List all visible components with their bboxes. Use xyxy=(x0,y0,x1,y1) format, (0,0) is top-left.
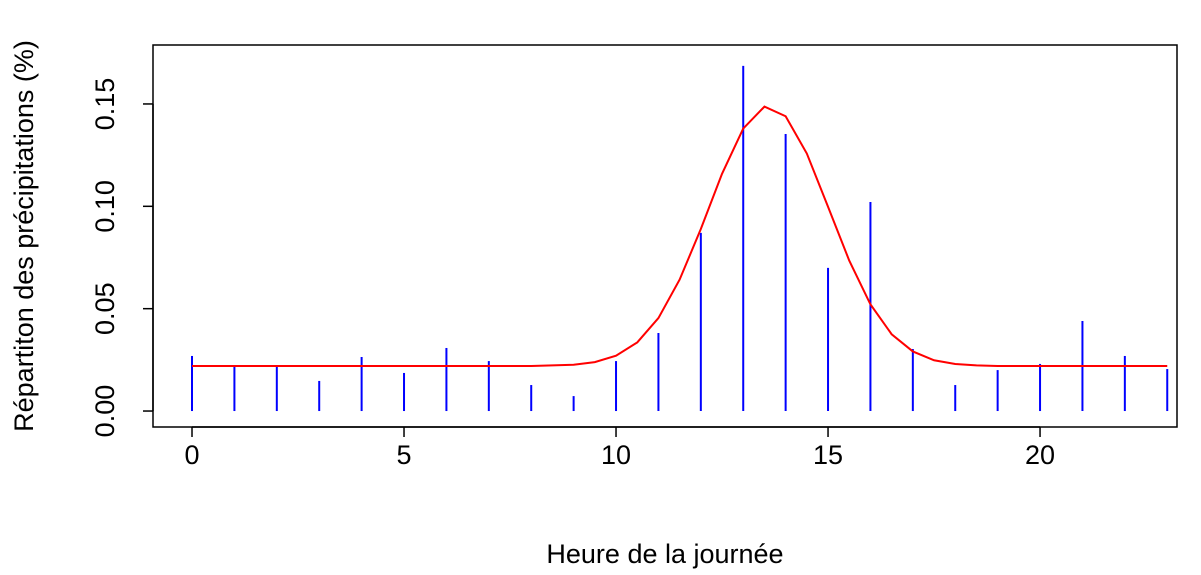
x-tick-label: 0 xyxy=(184,440,199,470)
x-tick-label: 20 xyxy=(1025,440,1055,470)
x-axis-label: Heure de la journée xyxy=(546,539,783,569)
x-tick-label: 5 xyxy=(397,440,412,470)
x-tick-label: 15 xyxy=(813,440,843,470)
x-tick-label: 10 xyxy=(601,440,631,470)
y-tick-label: 0.00 xyxy=(90,385,120,438)
plot-box xyxy=(152,44,1178,428)
y-tick-label: 0.15 xyxy=(90,78,120,131)
fit-curve xyxy=(192,105,1168,367)
y-tick-label: 0.05 xyxy=(90,282,120,335)
y-axis-label: Répartiton des précipitations (%) xyxy=(9,40,39,432)
y-tick-label: 0.10 xyxy=(90,180,120,233)
